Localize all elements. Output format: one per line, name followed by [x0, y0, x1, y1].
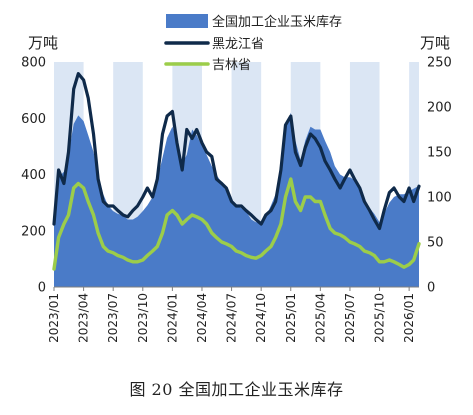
y-left-tick-label: 0: [38, 281, 46, 296]
x-tick-label: 2025/04: [313, 293, 327, 343]
y-right-tick-label: 250: [427, 56, 452, 71]
x-tick-label: 2025/01: [284, 293, 298, 343]
y-right-tick-label: 0: [427, 281, 435, 296]
x-tick-label: 2024/07: [225, 293, 239, 343]
legend-label-jilin: 吉林省: [212, 58, 251, 73]
y-right-tick-label: 50: [427, 236, 444, 251]
series-line-jilin: [52, 177, 421, 271]
x-tick-label: 2024/10: [254, 293, 268, 343]
grid-stripe: [409, 62, 419, 287]
x-tick-label: 2025/07: [343, 293, 357, 343]
y-right-tick-label: 150: [427, 146, 452, 161]
y-left-tick-label: 400: [21, 168, 46, 183]
x-tick-label: 2023/07: [106, 293, 120, 343]
series-line-heilongjiang: [52, 72, 421, 231]
x-tick-label: 2024/04: [195, 293, 209, 343]
x-tick-label: 2023/10: [136, 293, 150, 343]
y-right-unit-label: 万吨: [420, 34, 450, 52]
legend-label-national: 全国加工企业玉米库存: [212, 14, 342, 30]
x-tick-label: 2026/01: [402, 293, 416, 343]
x-tick-label: 2023/01: [47, 293, 61, 343]
y-right-tick-label: 100: [427, 191, 452, 206]
y-left-tick-label: 200: [21, 224, 46, 239]
figure-caption: 图 20 全国加工企业玉米库存: [129, 380, 344, 399]
y-right-tick-label: 200: [427, 101, 452, 116]
y-left-tick-label: 600: [21, 112, 46, 127]
y-left-tick-label: 800: [21, 56, 46, 71]
x-tick-label: 2025/10: [373, 293, 387, 343]
x-tick-label: 2023/04: [77, 293, 91, 343]
series-area-national: [54, 112, 419, 287]
y-left-unit-label: 万吨: [28, 34, 58, 52]
x-tick-label: 2024/01: [165, 293, 179, 343]
legend-label-heilongjiang: 黑龙江省: [212, 37, 264, 52]
legend-swatch-national: [166, 14, 208, 28]
